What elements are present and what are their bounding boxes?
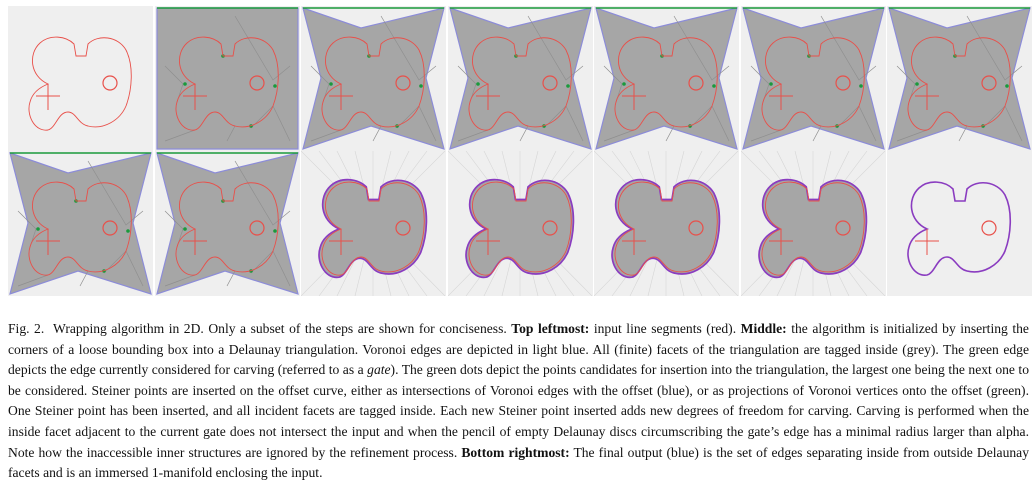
figure-panel-row2-5 bbox=[594, 151, 739, 296]
caption-text-2: input line segments (red). bbox=[593, 321, 737, 336]
caption-heading-middle: Middle: bbox=[740, 321, 787, 336]
figure-panel-row2-4 bbox=[448, 151, 593, 296]
caption-heading-top-leftmost: Top leftmost: bbox=[511, 321, 590, 336]
figure-grid bbox=[8, 6, 1032, 296]
figure-panel-row2-2 bbox=[155, 151, 300, 296]
figure-panel-row1-1 bbox=[8, 6, 153, 151]
figure-label: Fig. 2. bbox=[8, 321, 45, 336]
figure-panel-row1-6 bbox=[741, 6, 886, 151]
caption-heading-bottom-rightmost: Bottom rightmost: bbox=[461, 444, 570, 460]
figure-caption: Fig. 2. Wrapping algorithm in 2D. Only a… bbox=[8, 319, 1029, 484]
figure-panel-row2-3 bbox=[301, 151, 446, 296]
figure-panel-row2-6 bbox=[741, 151, 886, 296]
caption-text-1: Wrapping algorithm in 2D. Only a subset … bbox=[53, 321, 507, 336]
figure-panel-row2-1 bbox=[8, 151, 153, 296]
figure-panel-row1-4 bbox=[448, 6, 593, 151]
figure-panel-row1-2 bbox=[155, 6, 300, 151]
caption-text-5: The final output (blue) is the set of ed… bbox=[8, 444, 1029, 481]
caption-text-4: ). The green dots depict the points cand… bbox=[8, 362, 1029, 460]
figure-panel-row1-3 bbox=[301, 6, 446, 151]
caption-gate-term: gate bbox=[367, 362, 391, 378]
figure-panel-row2-7 bbox=[887, 151, 1032, 296]
figure-panel-row1-7 bbox=[887, 6, 1032, 151]
figure-panel-row1-5 bbox=[594, 6, 739, 151]
caption-text-3: the algorithm is initialized by insertin… bbox=[8, 321, 1029, 378]
